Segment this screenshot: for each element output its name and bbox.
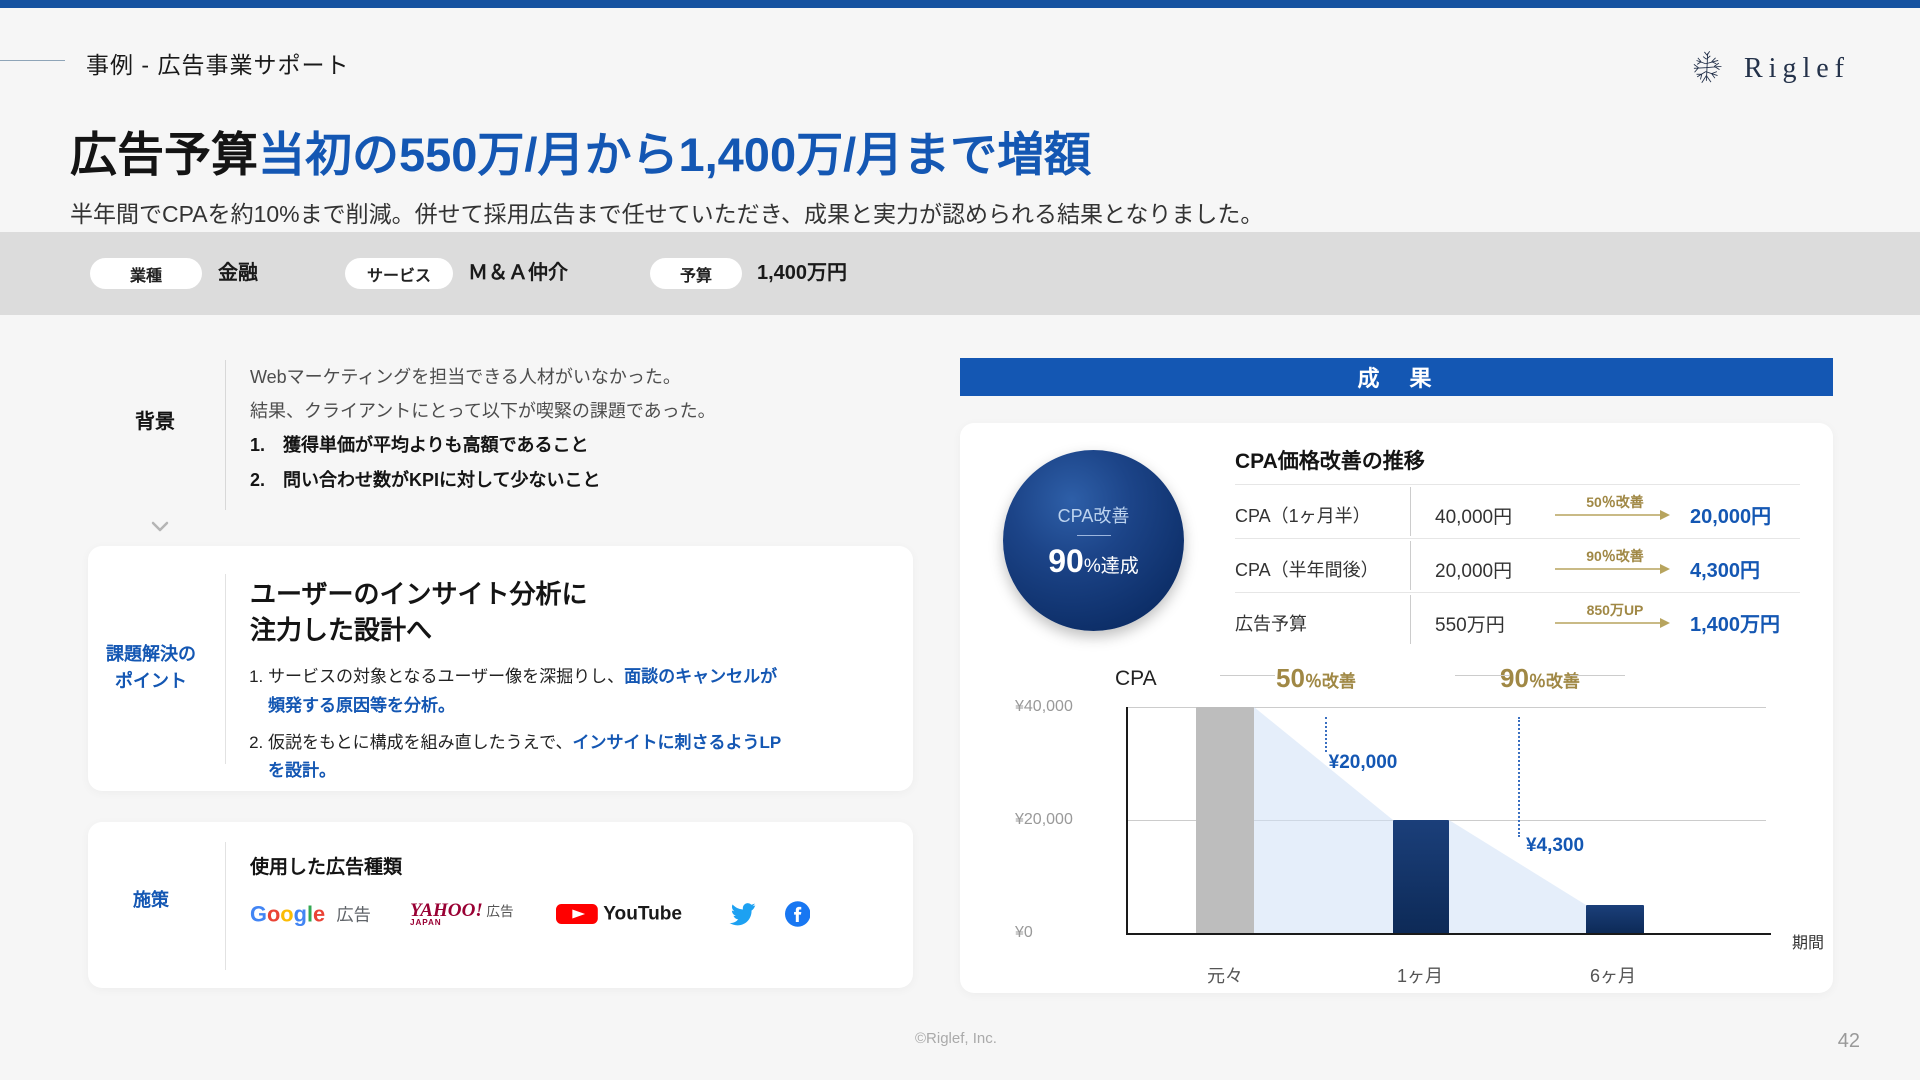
svg-text:Google: Google <box>250 901 325 926</box>
svg-text:広告: 広告 <box>336 904 371 924</box>
svg-text:JAPAN: JAPAN <box>410 918 442 927</box>
svg-text:広告: 広告 <box>486 904 513 919</box>
svg-text:YouTube: YouTube <box>603 903 682 924</box>
